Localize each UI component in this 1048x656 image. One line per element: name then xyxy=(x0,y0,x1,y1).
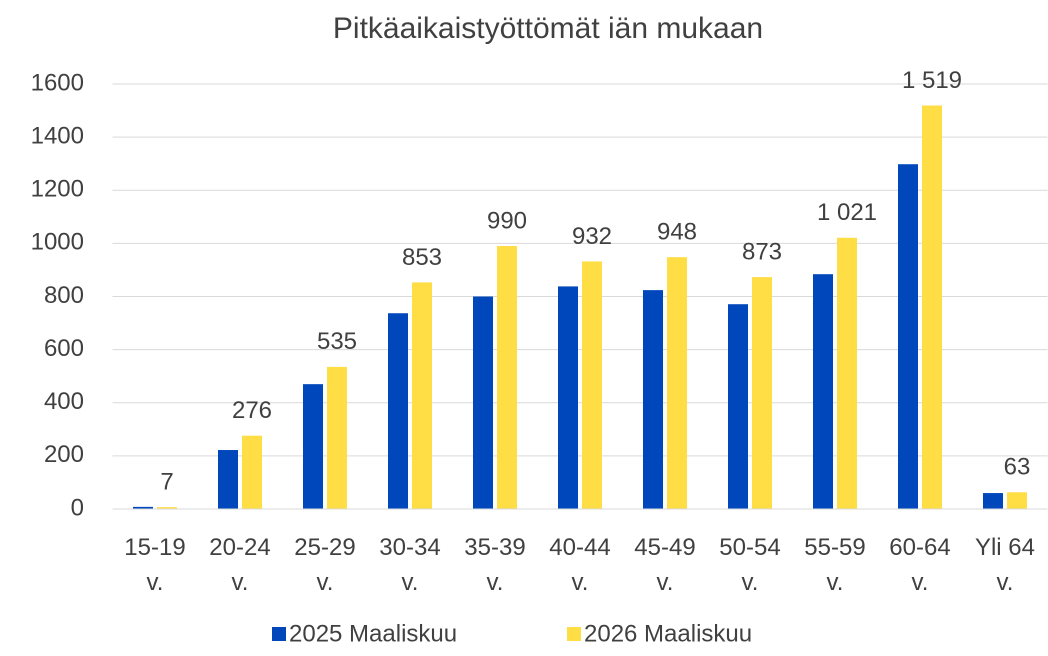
x-tick-label: 45-49 v. xyxy=(634,534,696,596)
bar xyxy=(813,274,833,509)
y-tick-label: 800 xyxy=(44,282,84,309)
bar xyxy=(558,286,578,509)
bar xyxy=(898,164,918,509)
bar xyxy=(983,493,1003,509)
x-tick-label: 25-29 v. xyxy=(294,534,356,596)
bar xyxy=(327,366,347,509)
x-tick-label: 30-34 v. xyxy=(379,534,441,596)
chart-title: Pitkäaikaistyöttömät iän mukaan xyxy=(333,12,763,45)
x-tick-label: 20-24 v. xyxy=(209,534,271,596)
bar xyxy=(157,507,177,509)
bar xyxy=(1007,492,1027,509)
y-tick-label: 1000 xyxy=(31,229,84,256)
data-label: 932 xyxy=(572,223,612,250)
data-label: 990 xyxy=(487,207,527,234)
legend-label: 2026 Maaliskuu xyxy=(584,620,752,647)
x-tick-label: 60-64 v. xyxy=(889,534,951,596)
bar xyxy=(388,313,408,509)
bar xyxy=(242,435,262,509)
bar xyxy=(837,237,857,509)
legend-label: 2025 Maaliskuu xyxy=(289,620,457,647)
data-label: 873 xyxy=(742,238,782,265)
x-tick-label: 50-54 v. xyxy=(719,534,781,596)
y-tick-label: 1400 xyxy=(31,122,84,149)
data-label: 853 xyxy=(402,244,442,271)
bar xyxy=(473,296,493,509)
bar xyxy=(497,246,517,509)
legend-swatch xyxy=(567,627,581,641)
x-tick-label: Yli 64 v. xyxy=(974,534,1036,596)
bar xyxy=(728,304,748,509)
data-label: 1 021 xyxy=(817,199,877,226)
x-tick-label: 35-39 v. xyxy=(464,534,526,596)
bar xyxy=(218,450,238,509)
data-label: 7 xyxy=(160,468,173,495)
y-tick-label: 200 xyxy=(44,441,84,468)
bar xyxy=(303,384,323,509)
bar xyxy=(752,277,772,509)
y-tick-label: 0 xyxy=(71,494,84,521)
y-tick-label: 600 xyxy=(44,335,84,362)
y-tick-label: 1600 xyxy=(31,69,84,96)
legend-swatch xyxy=(272,627,286,641)
bar xyxy=(412,282,432,509)
data-label: 1 519 xyxy=(902,67,962,94)
y-tick-label: 400 xyxy=(44,388,84,415)
bar xyxy=(667,257,687,509)
x-tick-label: 15-19 v. xyxy=(124,534,186,596)
data-label: 276 xyxy=(232,397,272,424)
x-tick-label: 40-44 v. xyxy=(549,534,611,596)
data-label: 63 xyxy=(1004,454,1031,481)
bar xyxy=(643,290,663,509)
bar xyxy=(922,105,942,509)
bar xyxy=(133,506,153,509)
x-tick-label: 55-59 v. xyxy=(804,534,866,596)
data-label: 535 xyxy=(317,328,357,355)
y-tick-label: 1200 xyxy=(31,176,84,203)
bar xyxy=(582,261,602,509)
data-label: 948 xyxy=(657,219,697,246)
